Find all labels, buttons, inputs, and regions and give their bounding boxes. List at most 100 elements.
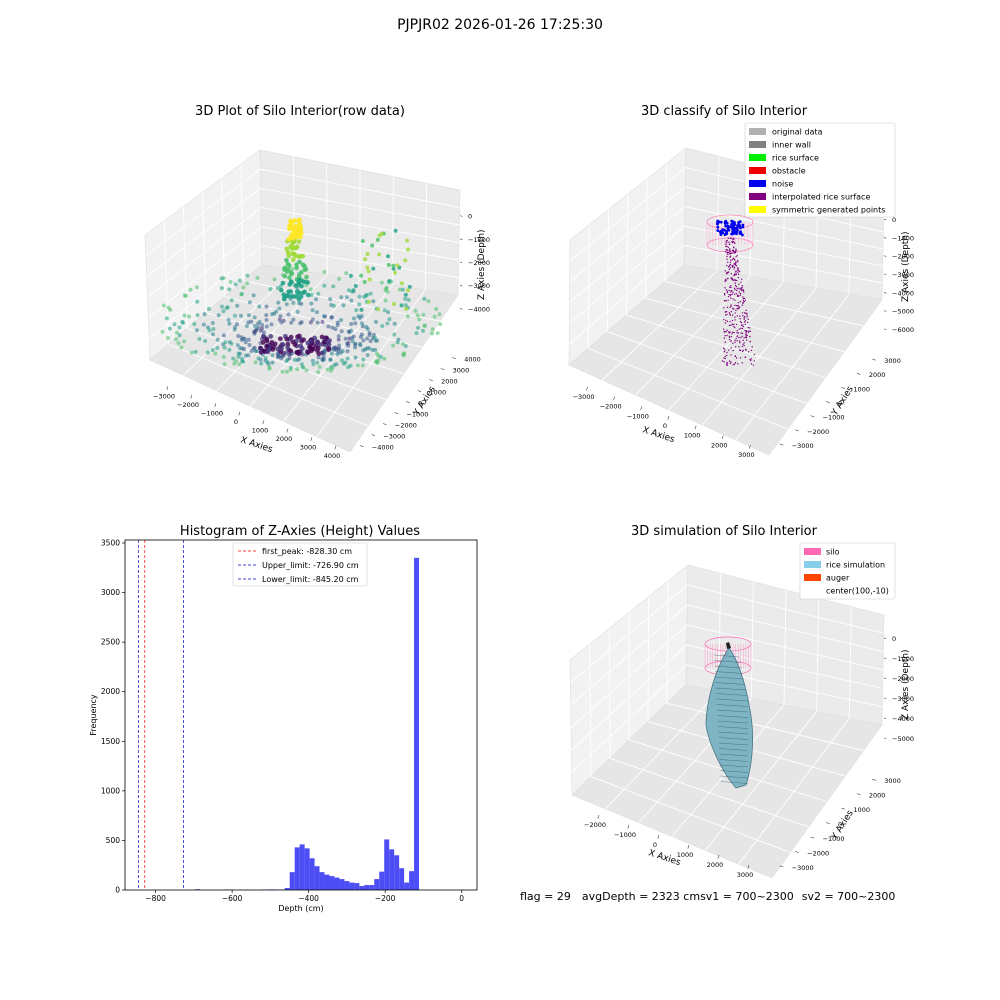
- data-point: [245, 273, 250, 278]
- interpolated-point: [732, 246, 735, 248]
- data-point: [328, 357, 333, 362]
- data-point: [246, 313, 251, 318]
- surface-mesh-line: [713, 654, 741, 658]
- interpolated-point: [726, 258, 728, 260]
- interpolated-point: [730, 277, 733, 279]
- histogram-bar: [349, 882, 355, 890]
- surface-mesh-line: [717, 715, 749, 718]
- interpolated-point: [729, 267, 732, 269]
- data-point: [367, 346, 372, 351]
- data-point: [235, 343, 240, 348]
- data-point: [365, 353, 370, 358]
- data-point: [294, 262, 299, 268]
- data-point: [413, 308, 418, 313]
- y-tick-label: 1500: [101, 737, 120, 746]
- interpolated-point: [735, 264, 738, 267]
- data-point: [405, 314, 410, 319]
- interpolated-point: [730, 259, 732, 261]
- interpolated-point: [739, 341, 741, 344]
- noise-point: [738, 226, 742, 230]
- legend-label: auger: [826, 574, 850, 583]
- data-point: [201, 322, 206, 327]
- panel3-title: Histogram of Z-Axies (Height) Values: [179, 524, 421, 539]
- data-point: [253, 349, 258, 354]
- p1-y-tick: [405, 401, 410, 403]
- data-point: [339, 329, 344, 334]
- interpolated-point: [742, 297, 745, 300]
- interpolated-point: [734, 259, 736, 261]
- panel2-title: 3D classify of Silo Interior: [640, 104, 808, 119]
- data-point: [207, 306, 212, 311]
- p4-z-tick: [883, 697, 887, 700]
- interpolated-point: [750, 358, 753, 360]
- p4-zlabel: Z Axies (Depth): [901, 649, 911, 720]
- figure-title: PJPJR02 2026-01-26 17:25:30: [397, 17, 603, 33]
- interpolated-point: [747, 351, 750, 353]
- interpolated-point: [742, 289, 745, 292]
- interpolated-point: [733, 268, 735, 270]
- data-point: [224, 305, 229, 310]
- x-tick-label: 0: [459, 894, 464, 903]
- data-point: [309, 292, 314, 297]
- legend-label: symmetric generated points: [772, 206, 885, 215]
- data-point: [295, 309, 300, 314]
- interpolated-point: [735, 285, 738, 288]
- interpolated-point: [739, 357, 742, 359]
- data-point: [243, 340, 248, 345]
- legend-swatch: [749, 154, 766, 161]
- noise-point: [740, 233, 744, 237]
- p2-z-tick-label: 0: [892, 216, 896, 224]
- p4-z-tick: [883, 637, 887, 640]
- interpolated-point: [723, 357, 725, 359]
- interpolated-point: [739, 321, 742, 323]
- p4-x-tick-label: 1000: [677, 851, 694, 859]
- surface-mesh-line: [716, 704, 749, 707]
- data-point: [438, 322, 443, 327]
- interpolated-point: [732, 264, 734, 267]
- data-point: [393, 270, 398, 275]
- data-point: [161, 303, 166, 308]
- p2-z-tick: [883, 292, 887, 294]
- interpolated-point: [735, 248, 737, 250]
- p2-z-tick-label: −2000: [892, 253, 914, 261]
- interpolated-point: [742, 350, 744, 353]
- p1-y-tick: [429, 379, 433, 381]
- interpolated-point: [734, 289, 736, 291]
- data-point: [403, 344, 408, 349]
- data-point: [301, 365, 306, 370]
- data-point: [261, 330, 266, 335]
- data-point: [325, 367, 330, 372]
- panel4-title: 3D simulation of Silo Interior: [631, 524, 817, 539]
- data-point: [264, 313, 269, 318]
- data-point: [392, 321, 397, 326]
- histogram-bar: [404, 882, 410, 890]
- interpolated-point: [734, 316, 736, 318]
- data-point: [323, 314, 328, 319]
- grid-line: [664, 281, 864, 327]
- data-point: [329, 315, 334, 320]
- data-point: [305, 350, 311, 356]
- data-point: [328, 297, 333, 302]
- noise-point: [719, 231, 722, 234]
- interpolated-point: [727, 295, 730, 298]
- data-point: [290, 267, 295, 272]
- data-point: [284, 359, 289, 364]
- interpolated-point: [726, 329, 728, 332]
- interpolated-point: [741, 327, 744, 330]
- interpolated-point: [729, 237, 732, 239]
- data-point: [294, 234, 300, 239]
- p4-y-tick: [856, 793, 861, 796]
- y-tick-label: 2500: [101, 638, 120, 647]
- data-point: [207, 328, 212, 333]
- legend-label: Upper_limit: -726.90 cm: [262, 561, 359, 570]
- interpolated-point: [749, 335, 751, 338]
- p2-z-tick-label: −3000: [892, 271, 914, 279]
- p2-x-tick: [640, 406, 643, 410]
- interpolated-point: [733, 274, 736, 276]
- data-point: [203, 339, 208, 344]
- data-point: [316, 355, 321, 360]
- data-point: [215, 337, 220, 342]
- data-point: [339, 295, 344, 300]
- interpolated-point: [730, 310, 733, 313]
- interpolated-point: [744, 299, 747, 302]
